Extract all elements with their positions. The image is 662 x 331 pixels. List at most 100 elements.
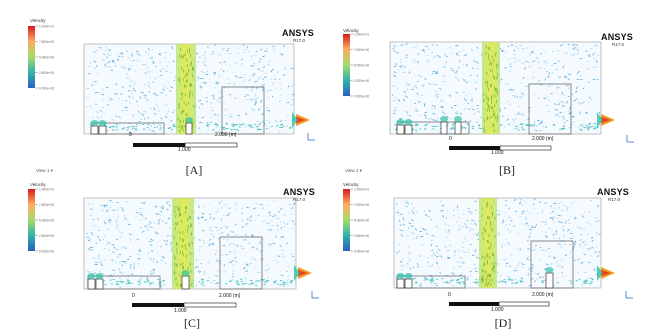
legend-tick-label: 0.000e+00: [354, 250, 369, 254]
velocity-vector: [107, 63, 108, 64]
legend-tick-label: 0.000e+00: [39, 87, 54, 91]
legend-tick-label: 5.000e+00: [354, 64, 369, 68]
velocity-vector: [525, 125, 527, 126]
velocity-vector: [255, 282, 257, 283]
cfd-plot-c: 1.000e+01 7.500e+00 5.000e+00 2.500e+00 0.00…: [0, 165, 331, 329]
velocity-vector: [424, 125, 426, 126]
heat-source-block: [405, 279, 412, 288]
scale-bar-light: [185, 143, 237, 147]
ansys-logo: ANSYS: [282, 28, 314, 38]
legend-title: Velocity: [30, 18, 46, 23]
velocity-vector: [500, 125, 502, 126]
velocity-vector: [255, 285, 257, 286]
plume: [99, 120, 107, 126]
legend-title: Velocity: [343, 28, 359, 33]
velocity-vector: [237, 282, 239, 283]
scale-bottom: 1.000: [491, 307, 504, 313]
domain-outline: [394, 198, 601, 288]
legend-colorbar: [343, 189, 350, 251]
velocity-vector: [105, 224, 106, 225]
scale-bottom: 1.000: [178, 147, 191, 153]
heat-source-block: [186, 123, 192, 134]
velocity-vector: [198, 107, 199, 108]
plume: [397, 119, 405, 125]
velocity-vector: [114, 274, 116, 275]
scale-bar-dark: [449, 302, 499, 306]
velocity-vector: [204, 274, 206, 275]
velocity-vector: [128, 282, 130, 283]
velocity-vector: [215, 254, 216, 255]
heat-source-block: [397, 125, 404, 134]
view-selector[interactable]: View 1 ▾: [345, 168, 362, 174]
view-selector[interactable]: View 1 ▾: [36, 168, 53, 174]
velocity-vector: [289, 127, 291, 128]
velocity-vector: [508, 280, 510, 281]
heat-source-block: [455, 122, 461, 134]
velocity-vector: [471, 50, 472, 51]
plume: [185, 117, 193, 123]
velocity-vector: [213, 244, 215, 245]
velocity-vector: [249, 126, 251, 127]
velocity-vector: [421, 95, 424, 96]
plume: [91, 120, 99, 126]
velocity-vector: [505, 84, 506, 85]
ansys-logo: ANSYS: [597, 187, 629, 197]
plume: [546, 267, 554, 273]
scale-bottom: 1.000: [491, 150, 504, 156]
legend-tick-label: 7.500e+00: [354, 203, 369, 207]
legend-tick-label: 0.000e+00: [39, 250, 54, 254]
legend-title: Velocity: [30, 182, 46, 187]
heat-source-block: [96, 279, 103, 289]
plume: [96, 273, 104, 279]
ansys-logo: ANSYS: [283, 187, 315, 197]
velocity-vector: [590, 283, 592, 284]
scale-start: 0: [449, 136, 452, 142]
legend-tick-label: 1.000e+01: [354, 33, 369, 37]
velocity-vector: [465, 128, 466, 129]
legend-tick-label: 5.000e+00: [354, 219, 369, 223]
plume: [88, 273, 96, 279]
legend-tick-label: 1.000e+01: [39, 188, 54, 192]
legend-tick-label: 5.000e+00: [39, 219, 54, 223]
legend-tick-label: 7.500e+00: [39, 203, 54, 207]
ansys-version: R17.0: [293, 38, 305, 43]
plume: [454, 116, 462, 122]
velocity-vector: [147, 280, 149, 281]
legend-colorbar: [343, 34, 350, 96]
velocity-vector: [138, 263, 139, 264]
jet-vector: [185, 244, 186, 247]
inlet-spread: [292, 112, 298, 128]
heat-source-block: [182, 276, 189, 289]
velocity-vector: [583, 248, 584, 249]
legend-tick-label: 5.000e+00: [39, 56, 54, 60]
velocity-vector: [98, 258, 101, 259]
velocity-vector: [168, 128, 170, 129]
scale-mid: 2.000 (m): [532, 292, 553, 298]
legend-tick-label: 2.500e+00: [39, 71, 54, 75]
velocity-vector: [147, 124, 149, 125]
ansys-version: R17.0: [293, 197, 305, 202]
velocity-vector: [466, 96, 467, 97]
velocity-vector: [202, 282, 204, 283]
jet-column: [172, 198, 194, 289]
velocity-vector: [163, 281, 165, 282]
legend-tick-label: 7.500e+00: [354, 48, 369, 52]
ansys-logo: ANSYS: [601, 32, 633, 42]
legend-tick-label: 2.500e+00: [39, 234, 54, 238]
plume: [182, 270, 190, 276]
velocity-vector: [570, 283, 572, 284]
heat-source-block: [91, 126, 98, 134]
jet-vector: [182, 125, 183, 128]
velocity-vector: [249, 125, 251, 126]
cfd-plot-b: 1.000e+017.500e+005.000e+002.500e+000.00…: [331, 0, 662, 164]
plume: [440, 116, 448, 122]
legend-tick-label: 1.000e+01: [354, 188, 369, 192]
scale-mid: 2.000 (m): [215, 132, 236, 138]
heat-source-block: [99, 126, 106, 134]
velocity-vector: [459, 284, 461, 285]
legend-tick-label: 1.000e+01: [39, 25, 54, 29]
legend-tick-label: 0.000e+00: [354, 95, 369, 99]
heat-source-block: [546, 273, 553, 288]
